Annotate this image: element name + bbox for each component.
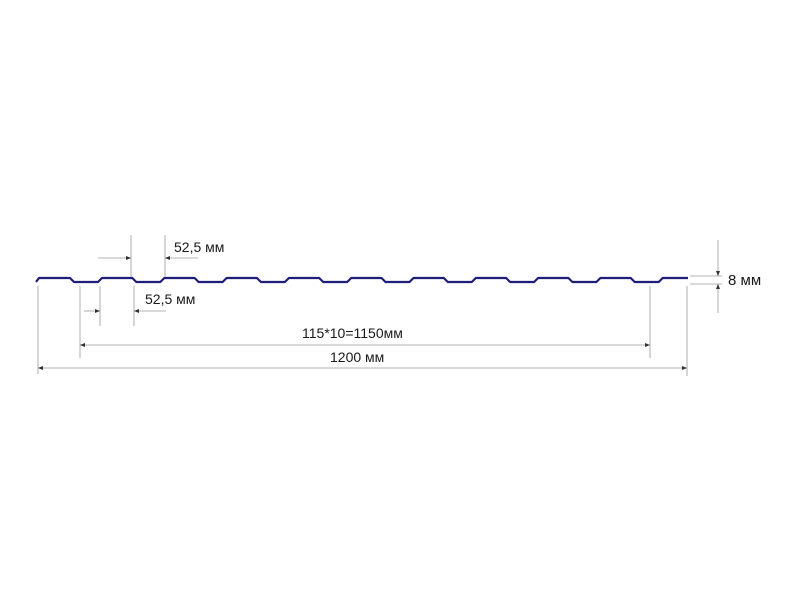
bottom-pitch-label: 52,5 мм (145, 291, 196, 307)
sheet-profile-line (35, 276, 688, 284)
arrowhead (645, 343, 650, 347)
arrowhead (126, 256, 131, 260)
dimension-lines (37, 235, 722, 376)
arrowhead (682, 366, 687, 370)
height-label: 8 мм (728, 272, 762, 289)
useful-width-label: 115*10=1150мм (302, 325, 403, 341)
top-pitch-label: 52,5 мм (174, 239, 225, 255)
arrowhead (95, 309, 100, 313)
dimension-arrows (38, 256, 720, 370)
arrowhead (134, 309, 139, 313)
arrowhead (165, 256, 170, 260)
total-width-label: 1200 мм (330, 349, 385, 365)
arrowhead (80, 343, 85, 347)
arrowhead (716, 284, 720, 289)
arrowhead (38, 366, 43, 370)
arrowhead (716, 271, 720, 276)
